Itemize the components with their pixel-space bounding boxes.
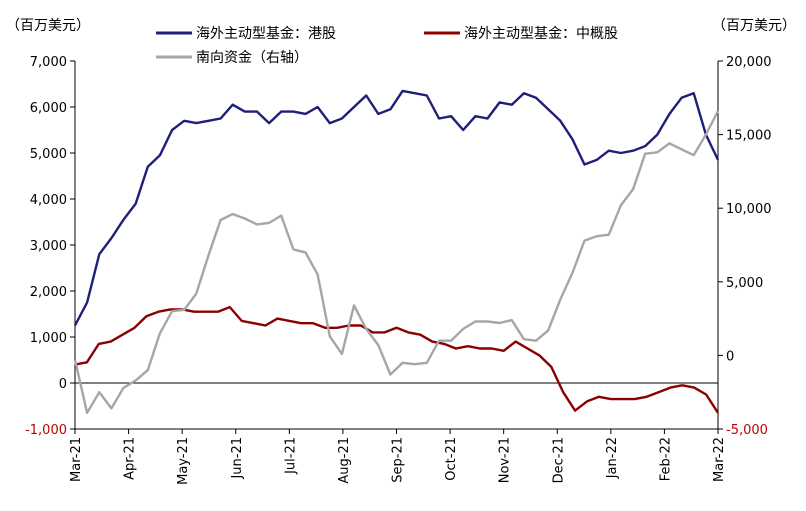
left-tick-label: 6,000 — [30, 101, 67, 116]
series-line-0 — [73, 89, 720, 327]
legend-label-hk: 海外主动型基金：港股 — [196, 25, 336, 42]
legend-label-southbound: 南向资金（右轴） — [196, 50, 308, 66]
left-unit-label: （百万美元） — [6, 18, 90, 34]
right-tick-label: 20,000 — [726, 55, 772, 70]
right-tick-label: 15,000 — [726, 129, 772, 144]
right-tick-label: 0 — [726, 349, 734, 364]
x-tick-label: May-21 — [176, 437, 191, 485]
left-tick-label: 5,000 — [30, 147, 67, 162]
legend: 海外主动型基金：港股 海外主动型基金：中概股 南向资金（右轴） — [156, 25, 618, 66]
left-tick-label: 1,000 — [30, 331, 67, 346]
right-unit-label: （百万美元） — [712, 18, 796, 34]
right-tick-label: -5,000 — [726, 423, 768, 438]
x-tick-label: Apr-21 — [123, 437, 138, 480]
left-tick-label: 4,000 — [30, 193, 67, 208]
x-tick-label: Aug-21 — [337, 437, 352, 484]
right-tick-label: 10,000 — [726, 202, 772, 217]
left-tick-label: 3,000 — [30, 239, 67, 254]
x-tick-label: Sep-21 — [391, 437, 406, 483]
left-tick-label: -1,000 — [25, 423, 67, 438]
x-tick-label: Dec-21 — [551, 437, 566, 483]
right-tick-label: 5,000 — [726, 276, 763, 291]
left-tick-label: 0 — [59, 377, 67, 392]
plot-area — [73, 89, 720, 414]
x-tick-label: Jul-21 — [283, 437, 298, 475]
legend-label-china: 海外主动型基金：中概股 — [464, 25, 618, 42]
left-tick-label: 2,000 — [30, 285, 67, 300]
x-tick-label: Oct-21 — [444, 437, 459, 481]
x-tick-label: Mar-22 — [712, 437, 727, 482]
x-tick-label: Feb-22 — [658, 437, 673, 481]
x-tick-label: Jan-22 — [605, 437, 620, 479]
x-tick-label: Nov-21 — [498, 437, 513, 483]
x-tick-label: Mar-21 — [69, 437, 84, 482]
left-tick-label: 7,000 — [30, 55, 67, 70]
series-line-2 — [73, 110, 720, 414]
axes: 7,000 6,000 5,000 4,000 3,000 2,000 1,000 0 -1,0… — [25, 55, 771, 485]
series-line-1 — [74, 305, 720, 414]
x-tick-label: Jun-21 — [230, 437, 245, 480]
